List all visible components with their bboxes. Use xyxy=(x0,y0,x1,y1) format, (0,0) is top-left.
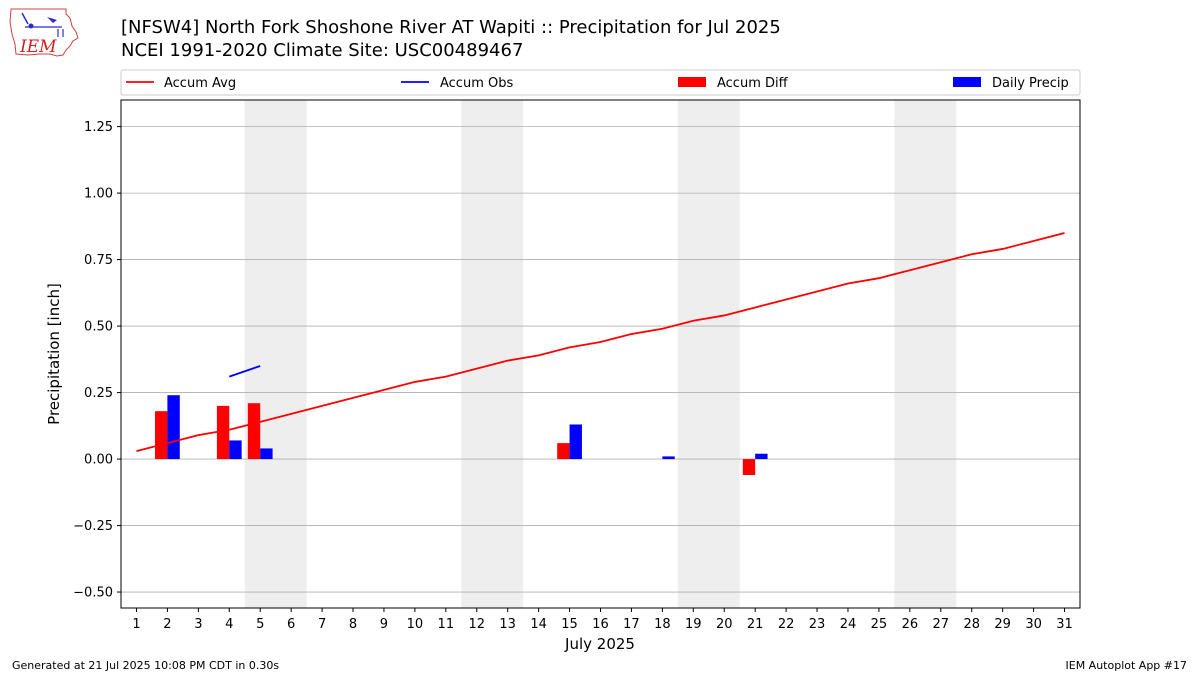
x-tick-label: 1 xyxy=(132,617,140,632)
legend-accum-diff-label: Accum Diff xyxy=(717,76,789,91)
x-tick-label: 19 xyxy=(685,617,702,632)
y-tick-label: 1.25 xyxy=(84,120,113,135)
x-tick-label: 17 xyxy=(623,617,640,632)
weekend-shade xyxy=(894,100,957,608)
x-tick-label: 16 xyxy=(592,617,609,632)
chart-title: [NFSW4] North Fork Shoshone River AT Wap… xyxy=(121,17,781,38)
daily-precip-bar xyxy=(260,448,273,460)
accum-diff-bar xyxy=(155,411,168,460)
daily-precip-bar xyxy=(569,424,582,460)
legend-accum-obs-label: Accum Obs xyxy=(440,76,513,91)
y-tick-label: 0.00 xyxy=(84,453,113,468)
weekend-shade xyxy=(461,100,524,608)
chart-subtitle: NCEI 1991-2020 Climate Site: USC00489467 xyxy=(121,40,524,61)
iem-logo: IEM xyxy=(9,8,79,57)
accum-avg-line xyxy=(136,232,1065,452)
x-tick-label: 5 xyxy=(256,617,264,632)
legend-accum-diff-swatch xyxy=(678,77,706,87)
x-tick-label: 20 xyxy=(716,617,733,632)
y-tick-label: 0.75 xyxy=(84,253,113,268)
x-tick-label: 3 xyxy=(194,617,202,632)
x-tick-label: 24 xyxy=(840,617,857,632)
x-tick-label: 18 xyxy=(654,617,671,632)
x-tick-label: 10 xyxy=(407,617,424,632)
legend-accum-avg-label: Accum Avg xyxy=(164,76,236,91)
x-tick-label: 30 xyxy=(1025,617,1042,632)
x-tick-label: 9 xyxy=(380,617,388,632)
iem-logo-text: IEM xyxy=(19,37,57,57)
x-tick-label: 13 xyxy=(499,617,516,632)
y-tick-label: −0.25 xyxy=(73,519,113,534)
y-tick-label: 1.00 xyxy=(84,187,113,202)
daily-precip-bar xyxy=(755,453,768,460)
x-tick-label: 21 xyxy=(747,617,764,632)
y-tick-label: 0.25 xyxy=(84,386,113,401)
legend: Accum Avg Accum Obs Accum Diff Daily Precip xyxy=(120,69,1081,96)
x-tick-label: 2 xyxy=(163,617,171,632)
x-tick-label: 7 xyxy=(318,617,326,632)
x-tick-label: 27 xyxy=(933,617,950,632)
x-tick-label: 11 xyxy=(438,617,455,632)
x-tick-label: 28 xyxy=(963,617,980,632)
x-axis-label: July 2025 xyxy=(564,635,635,653)
x-tick-label: 31 xyxy=(1056,617,1073,632)
x-tick-label: 26 xyxy=(902,617,919,632)
x-tick-label: 14 xyxy=(530,617,547,632)
x-tick-label: 23 xyxy=(809,617,826,632)
x-tick-label: 22 xyxy=(778,617,795,632)
weekend-shade xyxy=(677,100,740,608)
y-tick-label: 0.50 xyxy=(84,320,113,335)
accum-diff-bar xyxy=(742,459,756,476)
daily-precip-bar xyxy=(167,395,180,460)
weekend-shade xyxy=(244,100,307,608)
legend-daily-precip-label: Daily Precip xyxy=(992,76,1069,91)
daily-precip-bar xyxy=(662,456,675,460)
daily-precip-bar xyxy=(229,440,242,460)
x-tick-label: 25 xyxy=(871,617,888,632)
x-tick-label: 12 xyxy=(468,617,485,632)
accum-obs-line xyxy=(228,365,261,378)
x-tick-label: 8 xyxy=(349,617,357,632)
legend-daily-precip-swatch xyxy=(953,77,981,87)
app-credit: IEM Autoplot App #17 xyxy=(1065,659,1188,672)
generated-timestamp: Generated at 21 Jul 2025 10:08 PM CDT in… xyxy=(12,659,280,672)
accum-diff-bar xyxy=(557,443,570,460)
x-tick-label: 6 xyxy=(287,617,295,632)
x-tick-label: 29 xyxy=(994,617,1011,632)
accum-diff-bar xyxy=(216,405,230,460)
x-tick-label: 4 xyxy=(225,617,233,632)
y-tick-label: −0.50 xyxy=(73,586,113,601)
accum-diff-bar xyxy=(247,403,261,460)
y-axis-label: Precipitation [inch] xyxy=(45,283,63,425)
x-tick-label: 15 xyxy=(561,617,578,632)
